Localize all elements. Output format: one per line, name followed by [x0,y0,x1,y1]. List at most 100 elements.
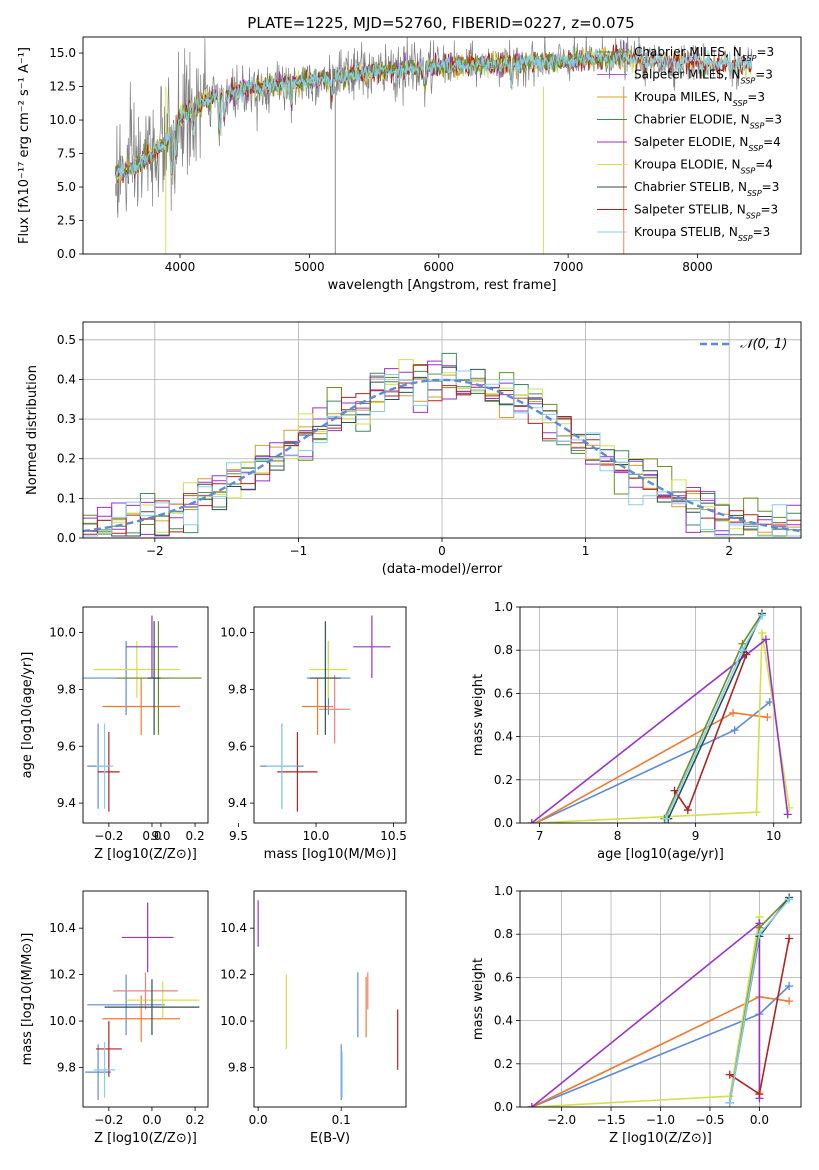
x-tick-label: 4000 [165,260,196,274]
x-tick-label: 8 [614,829,622,843]
weight-marker [742,650,751,659]
y-tick-label: 10.2 [49,968,76,982]
x-tick-label: 7 [536,829,544,843]
y-tick-label: 0.8 [494,927,513,941]
x-tick-label: 5000 [294,260,325,274]
panel-spectrum: 4000 5000 6000 7000 8000 0.0 2.5 5.0 7.5 10.0 12.5… [17,36,802,293]
weight-marker [738,646,747,655]
plot-area [257,900,399,1101]
y-axis-label: Normed distribution [25,365,40,495]
plot-area [85,902,200,1101]
x-axis-label: mass [log10(M/M⊙)] [264,847,397,862]
panel-age-vs-Z: −0.2 0.0 0.2 9.4 9.6 9.8 10.0 Z [log10(Z/Z⊙)] ag… [20,606,209,862]
axes-frame [519,890,802,1108]
y-tick-label: 0.6 [494,970,513,984]
y-tick-label: 5.0 [57,180,76,194]
y-tick-label: 9.8 [57,682,76,696]
y-tick-label: 9.8 [228,682,247,696]
x-axis-label: Z [log10(Z/Z⊙)] [609,1131,712,1146]
y-tick-label: 10.4 [220,921,247,935]
weight-series-0 [535,701,771,823]
y-tick-label: 0.6 [494,686,513,700]
x-tick-label: 9 [692,829,700,843]
y-tick-label: 0.3 [57,412,76,426]
axes-frame [82,321,802,539]
y-tick-label: 2.5 [57,214,76,228]
axes-frame [253,606,407,824]
x-tick-label: 10.5 [380,829,407,843]
y-axis-label: age [log10(age/yr)] [20,652,35,779]
x-axis-label: E(B-V) [310,1131,350,1146]
axes-frame [82,36,802,255]
panel-weight-vs-Z: −2.0 −1.5 −1.0 −0.5 0.0 0.0 0.2 0.4 0.6 0.8 1.0 Z [… [471,884,802,1146]
x-tick-label: −1.5 [596,1113,625,1127]
weight-marker [670,786,679,795]
weight-marker [755,1090,764,1099]
weight-marker [683,806,692,815]
axes-frame [253,890,407,1108]
weight-marker [757,628,766,637]
y-tick-label: 9.6 [228,739,247,753]
panel-residual-hist: −2 −1 0 1 2 0.0 0.1 0.2 0.3 0.4 0.5 (data-model)/er… [25,321,802,577]
y-tick-label: 0.2 [494,773,513,787]
y-tick-label: 9.6 [57,739,76,753]
legend-label: Kroupa MILES, NSSP=3 [634,90,765,108]
y-tick-label: 9.4 [57,796,76,810]
weight-marker [757,611,766,620]
legend-label: Chabrier MILES, NSSP=3 [634,45,774,63]
histogram-step-8 [83,370,801,537]
y-tick-label: 12.5 [49,80,76,94]
x-tick-label: 0 [438,544,446,558]
y-tick-label: 10.0 [49,113,76,127]
legend-label: Chabrier STELIB, NSSP=3 [634,180,779,198]
x-tick-label: −0.2 [94,1113,123,1127]
x-tick-label: 0.1 [332,1113,351,1127]
x-tick-label: −0.5 [695,1113,724,1127]
legend-label: Salpeter ELODIE, NSSP=4 [634,135,781,153]
panel-mass-vs-ebv: 0.0 0.1 9.8 10.0 10.2 10.4 E(B-V) [220,890,407,1146]
y-axis-label: mass weight [471,674,486,756]
x-axis-label: Z [log10(Z/Z⊙)] [94,847,197,862]
weight-marker [763,713,772,722]
normal-curve [83,378,801,533]
x-tick-label: 7000 [553,260,584,274]
legend-label: Chabrier ELODIE, NSSP=3 [634,113,782,131]
observed-spectrum [114,37,753,218]
y-tick-label: 0.1 [57,491,76,505]
y-tick-label: 10.4 [49,921,76,935]
y-tick-label: 10.0 [49,1014,76,1028]
plot-area [114,37,753,254]
weight-marker [729,708,738,717]
plot-area [83,352,801,537]
y-tick-label: 0.2 [494,1057,513,1071]
legend-label: Salpeter STELIB, NSSP=3 [634,203,778,221]
weight-marker [527,819,536,823]
x-tick-label: −0.2 [94,829,123,843]
y-tick-label: 1.0 [494,600,513,614]
axes-frame [82,606,209,824]
y-tick-label: 10.0 [49,626,76,640]
weight-marker [752,808,761,817]
y-tick-label: 0.0 [57,531,76,545]
x-tick-label: 6000 [423,260,454,274]
weight-marker [661,814,670,823]
x-tick-label: 0.0 [249,1113,268,1127]
x-tick-label: 0.0 [142,829,161,843]
y-axis-label: Flux [fλ10⁻¹⁷ erg cm⁻² s⁻¹ A⁻¹] [17,47,32,244]
x-tick-label: −2.0 [547,1113,576,1127]
x-tick-label: 10 [766,829,781,843]
legend-label: Kroupa ELODIE, NSSP=4 [634,158,773,176]
y-axis-label: mass [log10(M/M⊙)] [20,933,35,1066]
x-tick-label: 0.2 [186,829,205,843]
y-tick-label: 0.4 [57,372,76,386]
x-axis-label: wavelength [Angstrom, rest frame] [328,278,557,293]
weight-marker [785,982,794,991]
plot-area [83,615,202,812]
x-tick-label: 0.0 [750,1113,769,1127]
model-spectrum-5 [114,46,753,184]
y-tick-label: 15.0 [49,46,76,60]
x-tick-label: 1 [582,544,590,558]
axes-frame [82,890,209,1108]
x-tick-label: 8000 [682,260,713,274]
legend-label: Salpeter MILES, NSSP=3 [634,68,773,86]
